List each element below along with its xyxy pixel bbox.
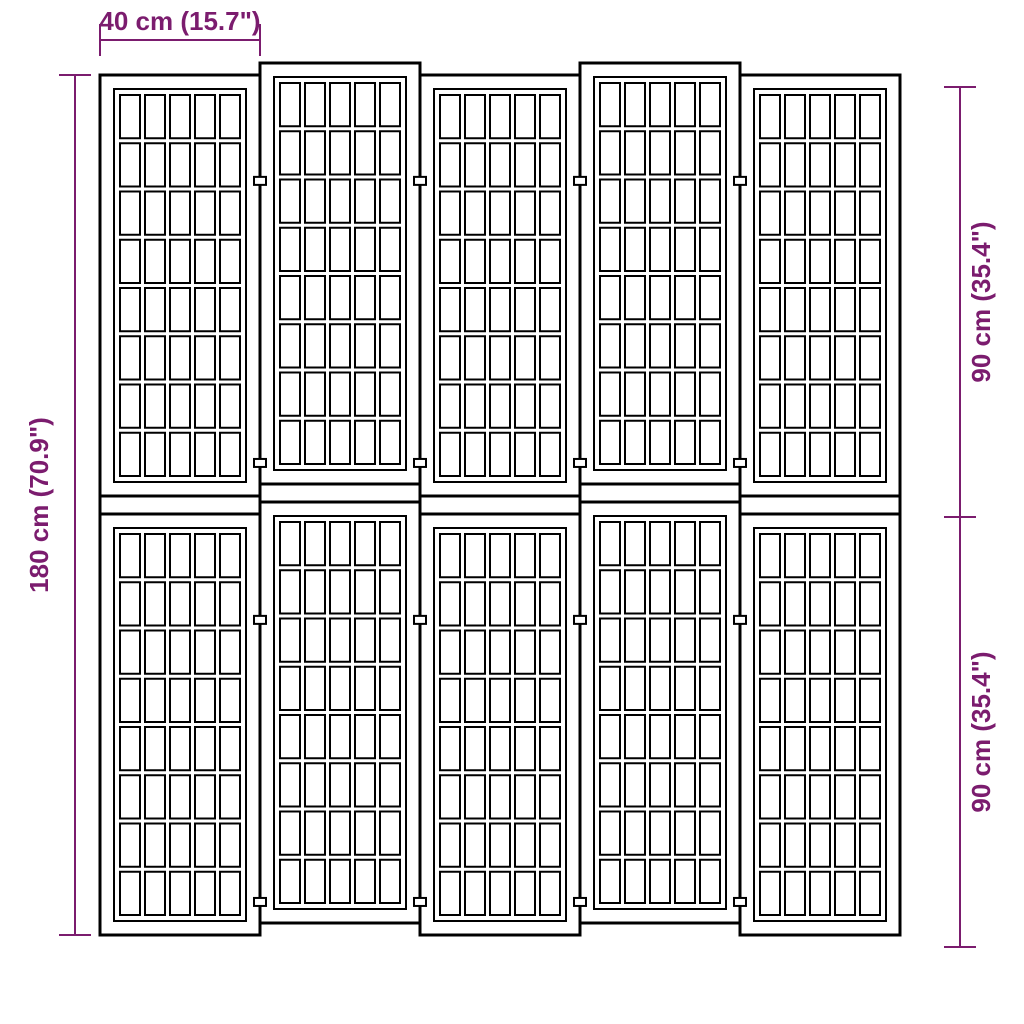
dimensioned-room-divider-diagram: 40 cm (15.7") 180 cm (70.9") 90 cm (35.4")…	[0, 0, 1024, 1024]
dimension-label: 40 cm (15.7")	[99, 6, 260, 36]
panel	[420, 75, 580, 935]
panel	[100, 75, 260, 935]
dimension-label: 180 cm (70.9")	[24, 417, 54, 593]
panel	[260, 63, 420, 923]
dimension-label: 90 cm (35.4")	[966, 651, 996, 812]
room-divider	[100, 63, 900, 935]
panel	[580, 63, 740, 923]
dimension-label: 90 cm (35.4")	[966, 221, 996, 382]
panel	[740, 75, 900, 935]
